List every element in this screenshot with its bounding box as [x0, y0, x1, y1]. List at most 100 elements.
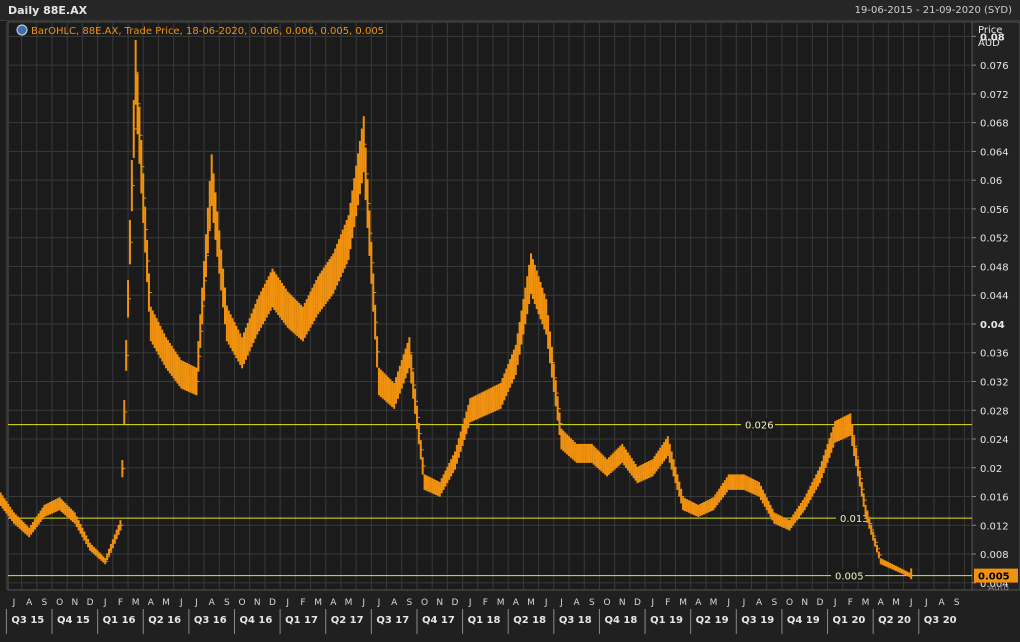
date-range: 19-06-2015 - 21-09-2020 (SYD) — [854, 5, 1012, 16]
x-month-label: F — [848, 598, 853, 608]
price-series — [0, 39, 913, 580]
x-month-label: A — [391, 598, 398, 608]
x-month-label: J — [377, 598, 381, 608]
x-month-label: S — [42, 598, 48, 608]
reference-line-label: 0.026 — [745, 421, 774, 432]
x-quarter-label: Q4 19 — [787, 615, 820, 626]
reference-line-label: 0.005 — [835, 572, 864, 583]
reference-line-label-bg — [831, 568, 865, 582]
title-bar: Daily 88E.AX 19-06-2015 - 21-09-2020 (SY… — [0, 0, 1020, 21]
x-quarter-label: Q4 17 — [422, 615, 455, 626]
x-axis-panel — [0, 591, 1020, 642]
x-month-label: F — [665, 598, 670, 608]
x-month-label: M — [132, 598, 140, 608]
y-tick-label: 0.032 — [980, 377, 1009, 388]
x-quarter-label: Q3 15 — [11, 615, 44, 626]
x-quarter-label: Q2 20 — [878, 615, 911, 626]
x-month-label: A — [756, 598, 763, 608]
x-quarter-label: Q1 17 — [285, 615, 318, 626]
x-month-label: A — [574, 598, 581, 608]
x-quarter-label: Q2 19 — [696, 615, 729, 626]
x-month-label: J — [361, 598, 365, 608]
x-month-label: M — [892, 598, 900, 608]
y-tick-label: 0.02 — [980, 464, 1002, 475]
x-month-label: S — [771, 598, 777, 608]
x-quarter-label: Q4 16 — [239, 615, 272, 626]
x-quarter-label: Q4 18 — [604, 615, 637, 626]
x-month-label: J — [285, 598, 289, 608]
x-month-label: N — [436, 598, 443, 608]
x-month-label: J — [468, 598, 472, 608]
y-tick-label: 0.04 — [980, 320, 1005, 331]
x-quarter-label: Q4 15 — [57, 615, 90, 626]
x-month-label: S — [224, 598, 230, 608]
y-tick-label: 0.08 — [980, 32, 1005, 43]
y-tick-label: 0.072 — [980, 90, 1009, 101]
x-month-label: J — [742, 598, 746, 608]
y-tick-label: 0.024 — [980, 435, 1009, 446]
x-month-label: N — [619, 598, 626, 608]
x-month-label: S — [589, 598, 595, 608]
x-month-label: O — [604, 598, 611, 608]
auto-scale-label[interactable]: Auto — [988, 584, 1009, 594]
x-quarter-label: Q1 20 — [833, 615, 866, 626]
x-month-label: J — [650, 598, 654, 608]
x-month-label: A — [695, 598, 702, 608]
x-month-label: J — [12, 598, 16, 608]
y-tick-label: 0.056 — [980, 205, 1009, 216]
legend: BarOHLC, 88E.AX, Trade Price, 18-06-2020… — [16, 24, 384, 37]
x-month-label: J — [103, 598, 107, 608]
y-axis-panel — [971, 21, 1020, 591]
x-month-label: M — [162, 598, 170, 608]
x-month-label: M — [345, 598, 353, 608]
y-tick-label: 0.064 — [980, 147, 1009, 158]
x-month-label: O — [56, 598, 63, 608]
x-quarter-label: Q2 16 — [148, 615, 181, 626]
y-tick-label: 0.008 — [980, 550, 1009, 561]
x-quarter-label: Q3 16 — [194, 615, 227, 626]
x-quarter-label: Q3 19 — [741, 615, 774, 626]
axis-header: Price AUD — [978, 25, 1002, 49]
x-month-label: F — [300, 598, 305, 608]
x-month-label: J — [179, 598, 183, 608]
x-month-label: S — [407, 598, 413, 608]
x-month-label: J — [559, 598, 563, 608]
reference-line-label-bg — [836, 511, 870, 525]
legend-text: BarOHLC, 88E.AX, Trade Price, 18-06-2020… — [31, 26, 384, 37]
y-tick-label: 0.06 — [980, 176, 1002, 187]
y-axis: 0.08 0.076 0.072 0.068 0.064 0.06 0.056 0.052 0.… — [972, 32, 1018, 594]
x-month-label: O — [421, 598, 428, 608]
x-month-label: D — [816, 598, 823, 608]
x-month-label: D — [87, 598, 94, 608]
y-tick-label: 0.076 — [980, 61, 1009, 72]
x-month-label: J — [924, 598, 928, 608]
x-month-label: A — [878, 598, 885, 608]
x-quarter-label: Q2 18 — [513, 615, 546, 626]
x-month-label: F — [118, 598, 123, 608]
y-tick-label: 0.048 — [980, 262, 1009, 273]
x-quarter-label: Q3 20 — [924, 615, 957, 626]
y-tick-label: 0.028 — [980, 406, 1009, 417]
x-month-label: J — [909, 598, 913, 608]
y-tick-label: 0.052 — [980, 234, 1009, 245]
y-tick-label: 0.016 — [980, 493, 1009, 504]
x-month-label: J — [194, 598, 198, 608]
legend-settings-icon[interactable] — [16, 24, 28, 36]
x-month-label: M — [527, 598, 535, 608]
axis-header-currency: AUD — [978, 38, 1000, 49]
x-month-label: M — [710, 598, 718, 608]
x-month-label: J — [544, 598, 548, 608]
x-month-label: A — [26, 598, 33, 608]
y-tick-label: 0.004 — [980, 579, 1009, 590]
last-price-box — [974, 568, 1018, 583]
x-month-label: O — [239, 598, 246, 608]
x-month-label: D — [452, 598, 459, 608]
x-month-label: O — [786, 598, 793, 608]
x-month-label: N — [254, 598, 261, 608]
x-quarter-label: Q1 18 — [468, 615, 501, 626]
y-tick-label: 0.068 — [980, 119, 1009, 130]
x-month-label: A — [209, 598, 216, 608]
